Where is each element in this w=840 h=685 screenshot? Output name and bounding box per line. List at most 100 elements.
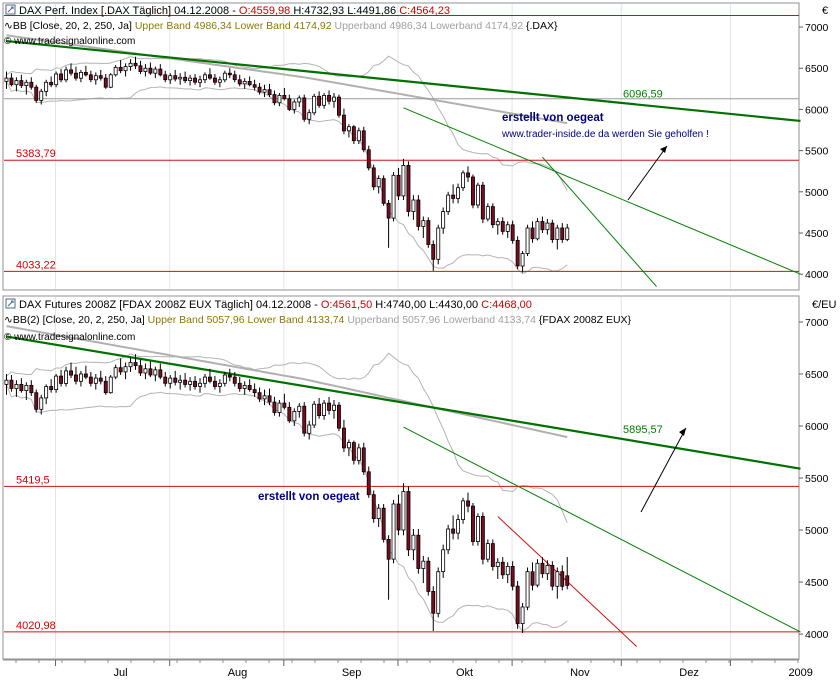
upper-band-label: Upper Band 5057,96 bbox=[148, 314, 245, 326]
ohlc-high: H:4740,00 bbox=[375, 299, 426, 311]
panel-icon[interactable] bbox=[5, 4, 16, 15]
candle-body bbox=[272, 401, 277, 413]
candle-body bbox=[113, 67, 118, 76]
candlesticks bbox=[4, 354, 570, 634]
indicator-line: ∿BB(2) [Close, 20, 2, 250, Ja] Upper Ban… bbox=[4, 314, 632, 326]
candle-body bbox=[14, 80, 19, 86]
trendline bbox=[6, 39, 801, 123]
candle-body bbox=[277, 95, 282, 104]
candle-body bbox=[555, 227, 560, 240]
candle-body bbox=[103, 77, 108, 88]
candle-body bbox=[202, 376, 207, 384]
candle-body bbox=[341, 427, 346, 449]
candle-body bbox=[386, 539, 391, 560]
candle-body bbox=[312, 403, 317, 426]
sma-250-line bbox=[6, 325, 568, 439]
candle-body bbox=[356, 130, 361, 142]
candle-body bbox=[262, 89, 267, 93]
candle-body bbox=[282, 402, 287, 408]
candle-body bbox=[535, 562, 540, 586]
candle-body bbox=[69, 69, 73, 74]
y-tick-label: 5000 bbox=[805, 187, 829, 199]
candle-body bbox=[123, 366, 128, 373]
trendlines bbox=[6, 39, 801, 287]
candle-body bbox=[421, 220, 426, 227]
y-tick-label: 6000 bbox=[805, 104, 829, 116]
candle-body bbox=[193, 380, 197, 387]
candle-body bbox=[113, 367, 118, 378]
candle-body bbox=[555, 571, 560, 587]
candle-body bbox=[565, 227, 570, 240]
candle-body bbox=[302, 405, 307, 434]
x-tick-label: Jul bbox=[114, 667, 128, 679]
candle-body bbox=[24, 81, 29, 87]
candle-body bbox=[118, 67, 123, 72]
price-axis: 4000 4500 5000 5500 6000 6500 7000 bbox=[799, 22, 829, 281]
candle-body bbox=[361, 447, 366, 473]
ohlc-open: O:4561,50 bbox=[321, 299, 372, 311]
annotation-subtitle: www.trader-inside.de da werden Sie gehol… bbox=[501, 129, 709, 140]
candle-body bbox=[480, 184, 485, 220]
candle-body bbox=[163, 74, 168, 81]
candle-body bbox=[391, 174, 396, 219]
candle-body bbox=[396, 503, 401, 531]
trendline bbox=[403, 107, 801, 275]
x-tick-label: Aug bbox=[228, 667, 248, 679]
candle-body bbox=[307, 112, 312, 120]
candle-body bbox=[475, 516, 480, 542]
y-tick-label: 6000 bbox=[805, 421, 829, 433]
watermark: www.tradesignalonline.com bbox=[13, 332, 135, 343]
candle-body bbox=[426, 220, 431, 245]
candle-body bbox=[108, 74, 113, 88]
candle-body bbox=[93, 75, 98, 81]
candle-body bbox=[426, 560, 431, 592]
plot-area[interactable] bbox=[2, 295, 800, 660]
ohlc-close: C:4564,23 bbox=[399, 5, 450, 17]
dax-index-panel: 4000 4500 5000 5500 6000 6500 7000 5383,79 4033… bbox=[2, 2, 829, 291]
y-tick-label: 5000 bbox=[805, 525, 829, 537]
y-tick-label: 4500 bbox=[805, 228, 829, 240]
arrow-up-icon bbox=[627, 145, 668, 201]
panel-icon[interactable] bbox=[5, 298, 16, 309]
candle-body bbox=[371, 494, 376, 520]
candle-body bbox=[441, 211, 446, 229]
candle-body bbox=[346, 442, 351, 449]
candle-body bbox=[24, 384, 29, 391]
dax-futures-panel: 4000 4500 5000 5500 6000 6500 7000 5419,5 4020,… bbox=[2, 295, 837, 660]
ohlc-low: L:4491,86 bbox=[347, 5, 396, 17]
candle-body bbox=[297, 97, 302, 103]
symbol-label: {FDAX 2008Z EUX} bbox=[539, 314, 632, 326]
candle-body bbox=[500, 221, 505, 232]
candle-body bbox=[485, 206, 490, 220]
candle-body bbox=[317, 95, 322, 106]
candle-body bbox=[257, 86, 262, 93]
indicator-line: ∿BB [Close, 20, 2, 250, Ja] Upper Band 4… bbox=[4, 20, 558, 32]
candle-body bbox=[34, 392, 39, 410]
symbol-label: {.DAX} bbox=[526, 20, 558, 32]
candle-body bbox=[376, 178, 381, 188]
candle-body bbox=[366, 149, 371, 169]
chart-legend: DAX Futures 2008Z [FDAX 2008Z EUX Täglic… bbox=[4, 298, 632, 343]
candle-body bbox=[212, 380, 217, 387]
upper-band-line bbox=[6, 352, 568, 523]
candle-body bbox=[361, 130, 366, 151]
candle-body bbox=[54, 375, 59, 391]
chart-title-line: DAX Futures 2008Z [FDAX 2008Z EUX Täglic… bbox=[19, 299, 532, 311]
candle-body bbox=[287, 98, 292, 110]
candle-body bbox=[69, 370, 73, 376]
candle-body bbox=[242, 81, 247, 85]
candle-body bbox=[103, 380, 108, 394]
level-label: 4020,98 bbox=[16, 620, 56, 632]
candle-body bbox=[88, 74, 93, 81]
candle-body bbox=[535, 221, 540, 240]
candle-body bbox=[461, 500, 465, 520]
candle-body bbox=[485, 543, 490, 560]
trendline bbox=[6, 335, 801, 470]
grid-lines bbox=[55, 4, 731, 289]
candle-body bbox=[356, 447, 361, 461]
candle-body bbox=[39, 90, 44, 101]
trend-value-label: 6096,59 bbox=[623, 88, 663, 100]
candle-body bbox=[431, 244, 436, 260]
y-tick-label: 6500 bbox=[805, 63, 829, 75]
candle-body bbox=[336, 404, 341, 429]
